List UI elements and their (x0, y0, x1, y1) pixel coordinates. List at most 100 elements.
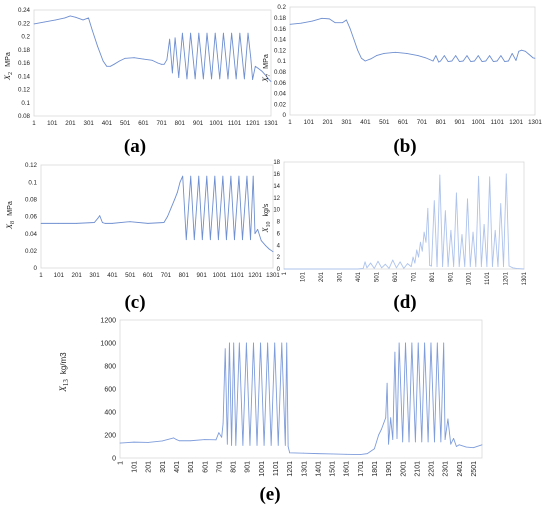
data-point-e (233, 342, 235, 344)
data-point-e (430, 342, 432, 344)
y-tick-label: 0.1 (21, 100, 30, 107)
data-point-a (55, 19, 57, 21)
x-tick-label: 1101 (231, 272, 245, 279)
y-axis-subscript: 13 (62, 379, 70, 387)
y-tick-label: 8 (277, 220, 281, 226)
data-point-c (167, 216, 168, 217)
y-tick-label: 0 (34, 265, 38, 272)
y-tick-label: 0.12 (18, 87, 31, 94)
data-point-b (451, 60, 453, 62)
y-tick-label: 0 (277, 267, 281, 273)
data-point-b (357, 49, 359, 51)
x-tick-label: 701 (417, 119, 428, 126)
data-point-b (489, 55, 490, 56)
y-tick-label: 0.02 (274, 101, 287, 108)
data-point-c (260, 240, 262, 241)
x-tick-label: 1601 (344, 461, 351, 477)
data-point-c (190, 175, 192, 177)
x-tick-label: 701 (216, 461, 223, 473)
y-axis-unit: MPa (5, 201, 14, 216)
data-point-d (475, 266, 477, 268)
x-tick-label: 401 (356, 271, 362, 282)
x-tick-label: 401 (107, 272, 118, 279)
data-point-d (458, 266, 460, 268)
data-point-c (129, 221, 131, 223)
data-point-d (512, 267, 514, 269)
data-point-d (436, 266, 438, 268)
data-point-e (284, 444, 286, 446)
plot-area-c (40, 164, 274, 269)
data-point-e (317, 453, 319, 455)
x-tick-label: 101 (47, 120, 58, 127)
data-point-d (469, 266, 471, 268)
data-point-a (109, 65, 111, 67)
data-point-b (492, 61, 494, 62)
x-tick-label: 101 (304, 119, 315, 126)
data-point-d (384, 263, 386, 265)
data-point-c (170, 207, 172, 209)
data-point-a (219, 78, 221, 80)
data-point-e (229, 342, 230, 344)
data-point-e (436, 342, 438, 344)
data-point-a (75, 16, 77, 18)
y-tick-label: 600 (104, 386, 116, 393)
y-tick-label: 16 (273, 172, 280, 178)
data-point-a (174, 37, 176, 39)
y-tick-label: 0.14 (18, 73, 31, 80)
data-point-b (515, 60, 517, 61)
x-tick-label: 601 (393, 271, 399, 282)
data-point-e (289, 452, 291, 454)
x-tick-label: 401 (360, 119, 371, 126)
data-point-e (405, 342, 406, 344)
x-tick-label: 201 (72, 272, 83, 279)
x-tick-label: 1001 (213, 272, 227, 279)
y-tick-label: 1200 (100, 317, 116, 324)
data-point-a (190, 32, 192, 34)
data-point-d (472, 231, 474, 233)
data-point-e (366, 453, 368, 455)
x-tick-label: 1301 (266, 272, 280, 279)
data-point-a (198, 32, 200, 34)
data-point-d (407, 263, 408, 265)
data-point-d (412, 256, 414, 258)
y-tick-label: 6 (277, 231, 281, 237)
series-line-e (119, 342, 483, 455)
data-point-c (182, 175, 184, 177)
x-tick-label: 501 (125, 272, 136, 279)
data-point-e (286, 342, 288, 344)
y-axis-label-b: X7 MPa (261, 54, 272, 83)
data-point-c (97, 217, 99, 219)
plot-area-d (283, 161, 525, 270)
data-point-d (467, 198, 468, 200)
x-tick-label: 901 (454, 119, 465, 126)
data-point-b (466, 55, 468, 56)
data-point-a (202, 78, 204, 80)
y-tick-label: 0.04 (25, 231, 38, 238)
data-point-d (447, 266, 449, 268)
data-point-b (455, 55, 457, 56)
data-point-e (465, 446, 467, 448)
data-point-a (171, 72, 173, 74)
x-tick-label: 601 (138, 120, 149, 127)
data-point-a (163, 63, 165, 65)
data-point-e (472, 447, 474, 449)
data-point-b (383, 53, 385, 54)
data-point-e (176, 439, 177, 440)
data-point-a (211, 78, 212, 80)
data-point-d (523, 268, 525, 270)
y-tick-label: 0.18 (274, 15, 287, 22)
data-point-b (425, 57, 426, 59)
data-point-a (223, 32, 224, 34)
data-point-e (238, 342, 240, 344)
data-point-a (270, 81, 272, 82)
y-tick-label: 0.14 (274, 37, 287, 44)
data-point-e (408, 441, 410, 443)
data-point-e (173, 437, 174, 439)
y-tick-label: 0.06 (274, 80, 287, 87)
data-point-a (151, 59, 153, 61)
data-point-e (133, 441, 135, 443)
data-point-e (287, 446, 289, 447)
y-axis-subscript: 7 (265, 74, 272, 77)
data-point-d (418, 256, 419, 258)
data-point-a (88, 17, 89, 19)
